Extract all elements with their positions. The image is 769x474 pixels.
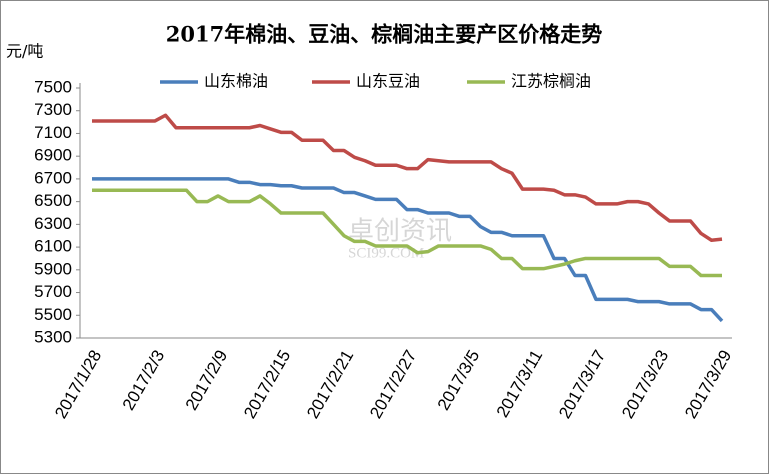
y-axis-label: 元/吨 xyxy=(6,42,43,61)
y-tick-label: 5900 xyxy=(34,259,72,278)
y-tick-label: 6700 xyxy=(34,168,72,187)
legend-label: 山东豆油 xyxy=(356,72,420,91)
y-tick-label: 7500 xyxy=(34,77,72,96)
series-line xyxy=(92,188,722,278)
y-tick-label: 6100 xyxy=(34,237,72,256)
series-line xyxy=(92,177,724,323)
y-tick-label: 5500 xyxy=(34,305,72,324)
legend-label: 山东棉油 xyxy=(204,72,268,91)
y-tick-label: 6500 xyxy=(34,191,72,210)
series-line xyxy=(92,113,723,243)
legend-label: 江苏棕榈油 xyxy=(511,72,591,91)
y-tick-label: 5700 xyxy=(34,282,72,301)
y-tick-label: 5300 xyxy=(34,327,72,346)
y-tick-label: 6300 xyxy=(34,214,72,233)
y-tick-label: 7100 xyxy=(34,123,72,142)
watermark: SCI99.COM xyxy=(348,245,424,261)
y-tick-label: 6900 xyxy=(34,146,72,165)
y-tick-label: 7300 xyxy=(34,100,72,119)
chart-title: 2017年棉油、豆油、棕榈油主要产区价格走势 xyxy=(166,22,602,47)
